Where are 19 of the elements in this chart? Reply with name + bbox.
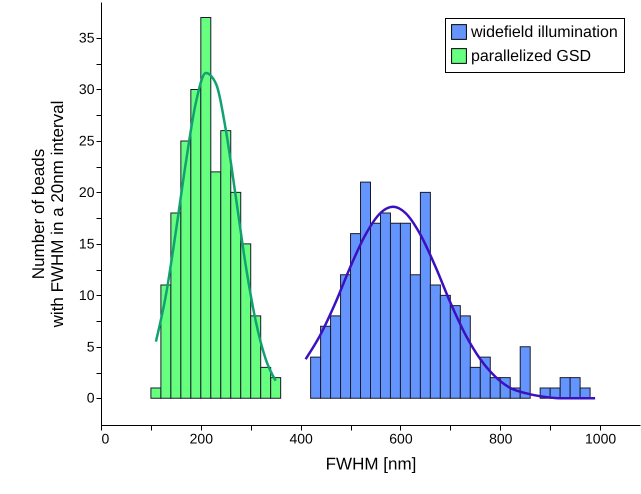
x-tick-label: 1000 — [584, 430, 616, 446]
y-tick-label: 0 — [86, 390, 95, 406]
legend-label: parallelized GSD — [471, 48, 592, 65]
y-axis-title: Number of beads with FWHM in a 20nm interval — [28, 100, 67, 328]
x-axis-title: FWHM [nm] — [326, 454, 416, 474]
x-tick-label: 0 — [102, 430, 110, 446]
x-tick-label: 800 — [489, 430, 513, 446]
y-tick-label: 10 — [78, 286, 95, 303]
y-tick-label: 30 — [78, 80, 95, 97]
y-tick-label: 25 — [78, 132, 95, 148]
y-tick-label: 15 — [78, 235, 95, 252]
x-tick-label: 200 — [190, 430, 214, 446]
x-tick-label: 400 — [289, 430, 314, 446]
line-series — [304, 206, 596, 400]
y-tick-label: 35 — [78, 30, 95, 46]
x-tick-label: 600 — [389, 430, 413, 446]
y-tick-label: 20 — [78, 184, 95, 200]
legend-label: widefield illumination — [470, 24, 618, 41]
y-tick-label: 5 — [86, 338, 95, 354]
